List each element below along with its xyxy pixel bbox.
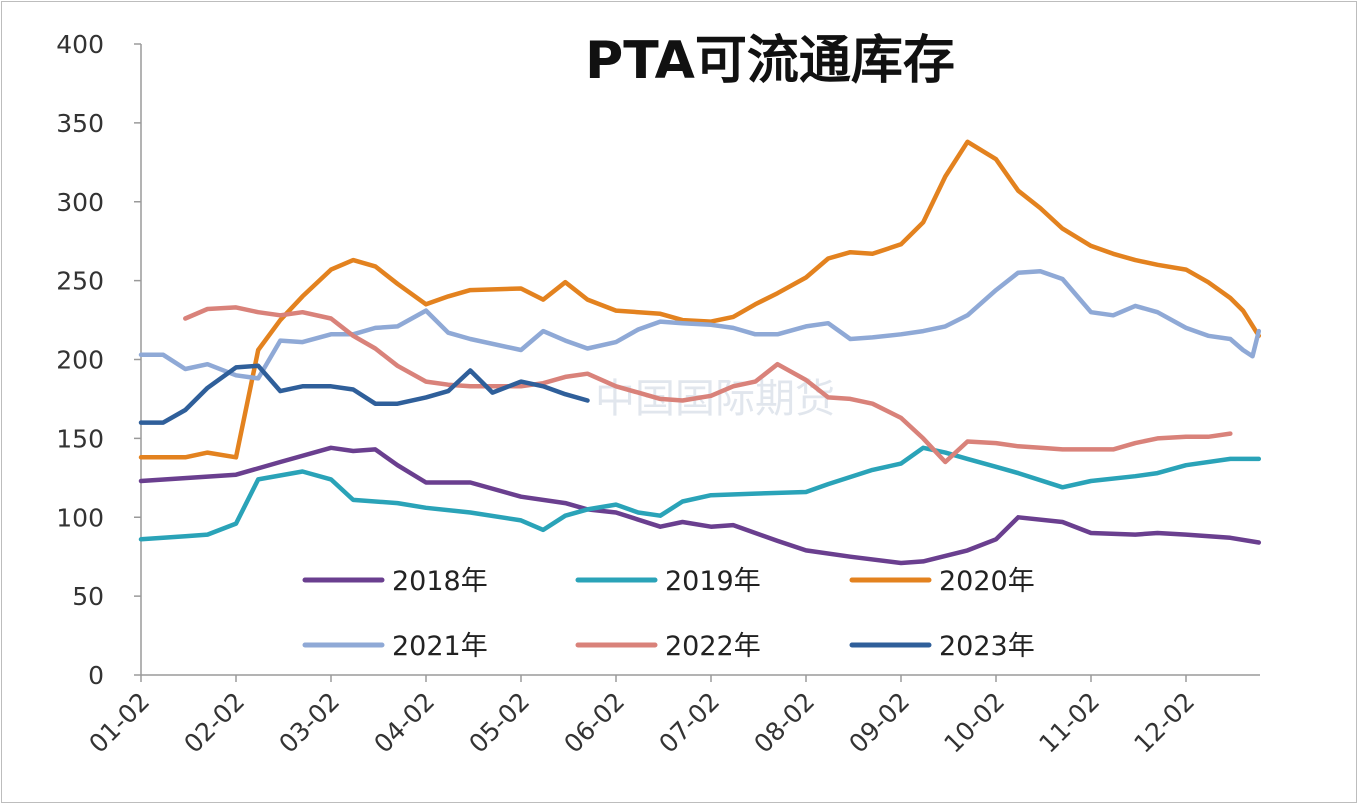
series-line-2020	[138, 139, 1262, 460]
x-tick-label: 01-02	[83, 687, 155, 759]
legend-label: 2019年	[665, 566, 761, 597]
series-line-2023	[138, 363, 590, 425]
legend-label: 2021年	[392, 631, 488, 662]
watermark: 中国国际期货	[595, 376, 835, 422]
y-tick-label: 250	[56, 267, 104, 296]
legend-label: 2022年	[665, 631, 761, 662]
y-tick-label: 350	[56, 109, 104, 138]
x-tick-label: 06-02	[558, 687, 630, 759]
series-line-2019	[138, 445, 1262, 542]
legend: 2018年 2019年 2020年 2021年 2022年 2023年	[302, 566, 1035, 662]
x-tick-label: 07-02	[653, 687, 725, 759]
y-tick-label: 300	[56, 188, 104, 217]
series-line-2021	[138, 268, 1262, 381]
y-tick-label: 200	[56, 346, 104, 375]
series-line-2022	[183, 305, 1233, 465]
legend-label: 2018年	[392, 566, 488, 597]
chart-title: PTA可流通库存	[585, 31, 955, 91]
series-lines	[138, 139, 1262, 566]
y-tick-label: 0	[88, 661, 104, 690]
series-line-2018	[138, 445, 1262, 566]
x-tick-label: 10-02	[938, 687, 1010, 759]
x-tick-label: 09-02	[843, 687, 915, 759]
x-tick-label: 03-02	[273, 687, 345, 759]
x-tick-label: 08-02	[748, 687, 820, 759]
y-tick-label: 150	[56, 424, 104, 453]
x-tick-label: 12-02	[1128, 687, 1200, 759]
y-tick-label: 100	[56, 503, 104, 532]
y-tick-label: 50	[72, 582, 104, 611]
x-tick-label: 04-02	[368, 687, 440, 759]
legend-label: 2023年	[939, 631, 1035, 662]
x-tick-label: 02-02	[178, 687, 250, 759]
x-tick-label: 05-02	[463, 687, 535, 759]
x-tick-label: 11-02	[1033, 687, 1105, 759]
y-tick-label: 400	[56, 30, 104, 59]
legend-label: 2020年	[939, 566, 1035, 597]
